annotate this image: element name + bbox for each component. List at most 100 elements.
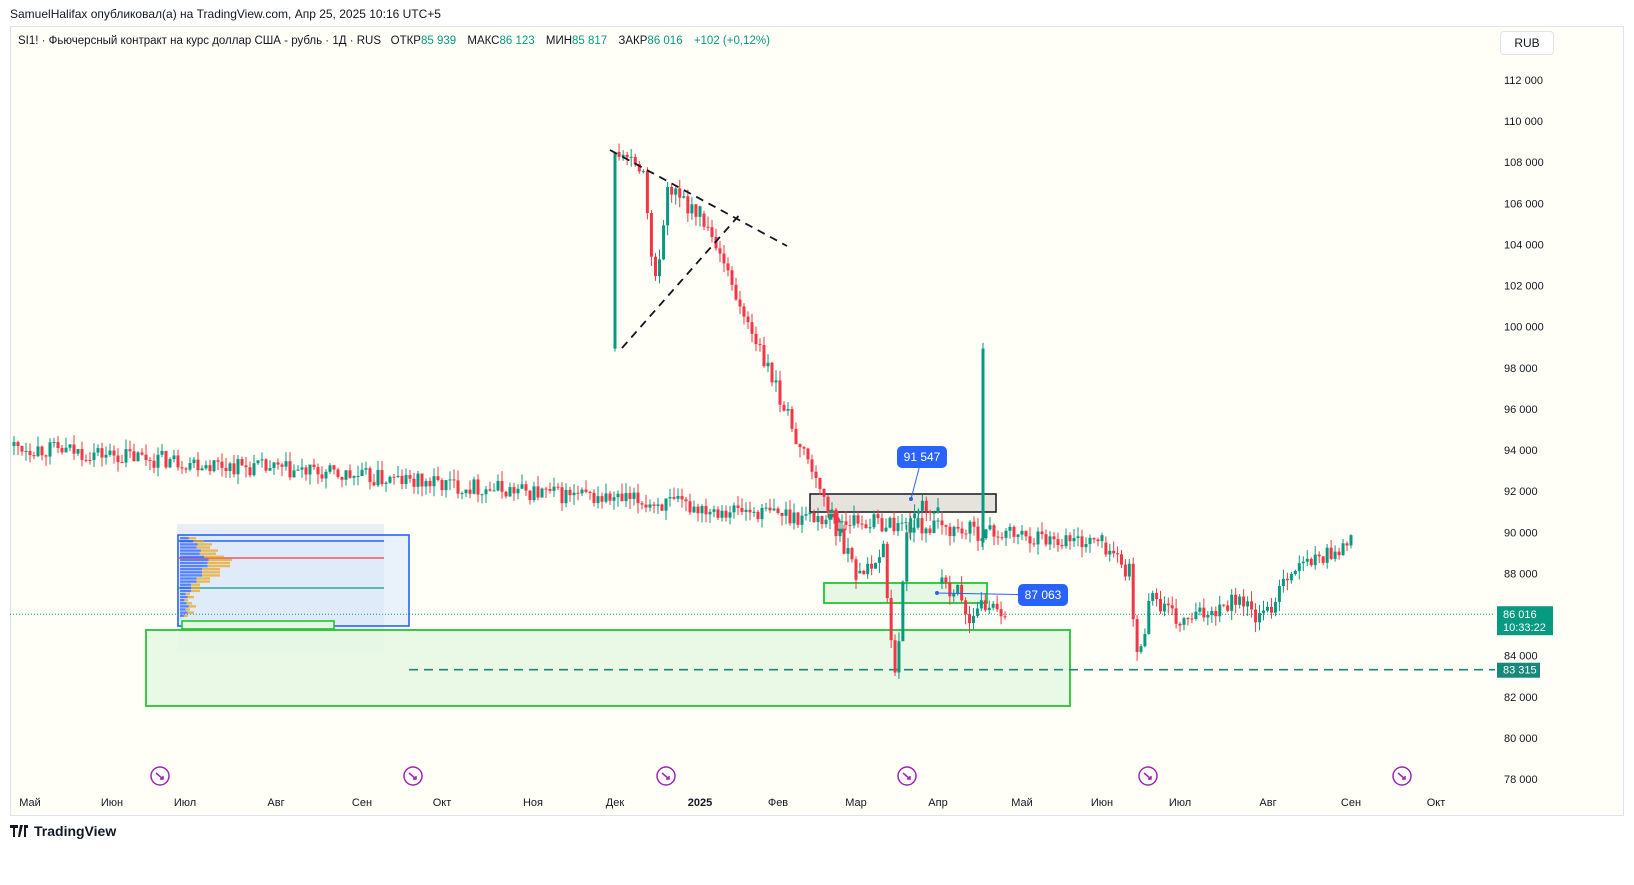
candle-body	[1108, 550, 1112, 555]
candle-body	[572, 492, 576, 496]
candle-body	[1345, 543, 1349, 546]
candle-body	[156, 454, 160, 468]
candle-body	[810, 459, 814, 472]
last-price-value: 86 016	[1503, 609, 1537, 621]
event-marker-icon	[150, 766, 170, 786]
tradingview-logo[interactable]: TradingView	[10, 823, 116, 839]
candle-body	[734, 284, 738, 300]
candle-body	[1008, 526, 1012, 531]
candle-body	[384, 482, 388, 485]
candle-body	[822, 488, 826, 497]
candle-body	[856, 515, 860, 524]
footer-brand: TradingView	[34, 823, 117, 839]
x-tick-label: Май	[19, 797, 41, 809]
volume-bar	[180, 549, 201, 552]
candle-body	[260, 459, 264, 461]
marked-price-badge	[1497, 662, 1540, 678]
candle-body	[996, 536, 1000, 538]
candle-body	[1092, 537, 1096, 540]
candle-body	[888, 517, 892, 528]
candle-body	[484, 489, 488, 495]
candle-body	[424, 480, 428, 487]
candle-body	[1313, 554, 1317, 566]
volume-bar	[180, 552, 200, 555]
candle-body	[456, 480, 460, 494]
candle-body	[232, 463, 236, 475]
candle-body	[644, 504, 648, 508]
candle-body	[726, 263, 730, 271]
event-marker-icon	[897, 766, 917, 786]
candle-body	[1120, 554, 1123, 565]
candle-body	[44, 455, 48, 457]
candle-body	[892, 517, 896, 532]
candle-body	[276, 462, 280, 465]
volume-bar	[180, 592, 186, 596]
candle-body	[826, 496, 830, 513]
y-tick-label: 80 000	[1504, 733, 1538, 745]
close-label: ЗАКР	[618, 35, 648, 47]
candles	[12, 143, 1353, 679]
candle-body	[909, 518, 913, 533]
candle-body	[928, 511, 932, 513]
candle-body	[664, 498, 668, 511]
candle-body	[960, 528, 964, 534]
close-value: 86 016	[647, 35, 683, 47]
candle-body	[524, 484, 528, 491]
candle-body	[680, 495, 684, 500]
candle-body	[832, 513, 836, 518]
candle-body	[1301, 561, 1305, 564]
candle-body	[1016, 534, 1020, 537]
volume-bar	[191, 589, 200, 593]
volume-bar	[207, 561, 230, 565]
candle-body	[48, 442, 52, 457]
candle-body	[764, 507, 768, 509]
small-green-zone	[181, 620, 335, 630]
candle-body	[653, 256, 657, 277]
candle-body	[376, 470, 380, 486]
candle-body	[104, 454, 108, 458]
candle-body	[1190, 618, 1194, 620]
candle-body	[1032, 543, 1036, 545]
volume-bar	[180, 589, 191, 593]
candle-body	[889, 598, 893, 641]
candle-body	[80, 449, 84, 460]
candle-body	[628, 493, 632, 499]
candle-body	[596, 496, 600, 503]
candle-body	[794, 428, 798, 445]
volume-bar	[180, 580, 197, 583]
candle-body	[1182, 618, 1186, 625]
candle-body	[400, 475, 404, 484]
candle-body	[1206, 614, 1210, 618]
x-tick-label: Апр	[928, 797, 947, 809]
candle-body	[548, 488, 552, 491]
candle-body	[1293, 570, 1297, 575]
low-label: МИН	[545, 35, 573, 47]
currency-button[interactable]: RUB	[1500, 31, 1554, 55]
candle-body	[608, 493, 612, 501]
volume-bar	[202, 571, 220, 574]
candle-body	[1281, 578, 1285, 587]
candle-body	[860, 523, 864, 525]
candle-body	[784, 509, 788, 516]
x-tick-label: Июл	[1169, 797, 1191, 809]
candle-body	[56, 442, 60, 449]
candle-body	[284, 461, 288, 467]
candle-body	[1210, 610, 1214, 615]
upper-trendline	[609, 149, 788, 247]
candle-body	[808, 512, 812, 515]
candle-body	[702, 213, 706, 227]
candle-body	[1088, 537, 1092, 545]
candle-body	[1003, 616, 1007, 618]
x-tick-label: Окт	[433, 797, 452, 809]
marked-price-value: 83 315	[1503, 665, 1537, 677]
candle-body	[656, 504, 660, 506]
candle-body	[140, 452, 144, 455]
candle-body	[830, 509, 834, 513]
callout-text: 91 547	[904, 450, 941, 464]
volume-bar	[180, 608, 186, 611]
trendlines	[609, 149, 788, 349]
candle-body	[196, 459, 200, 471]
y-tick-label: 112 000	[1504, 75, 1543, 87]
volume-bar	[180, 602, 187, 605]
